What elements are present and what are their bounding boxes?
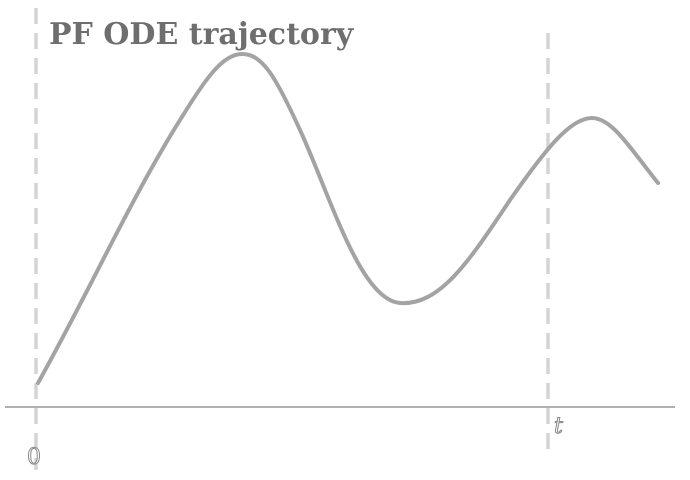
trajectory-curve xyxy=(36,52,660,385)
time-label: t xyxy=(554,414,563,439)
start-label: 0 xyxy=(27,445,41,470)
diagram-title: PF ODE trajectory xyxy=(49,17,355,52)
